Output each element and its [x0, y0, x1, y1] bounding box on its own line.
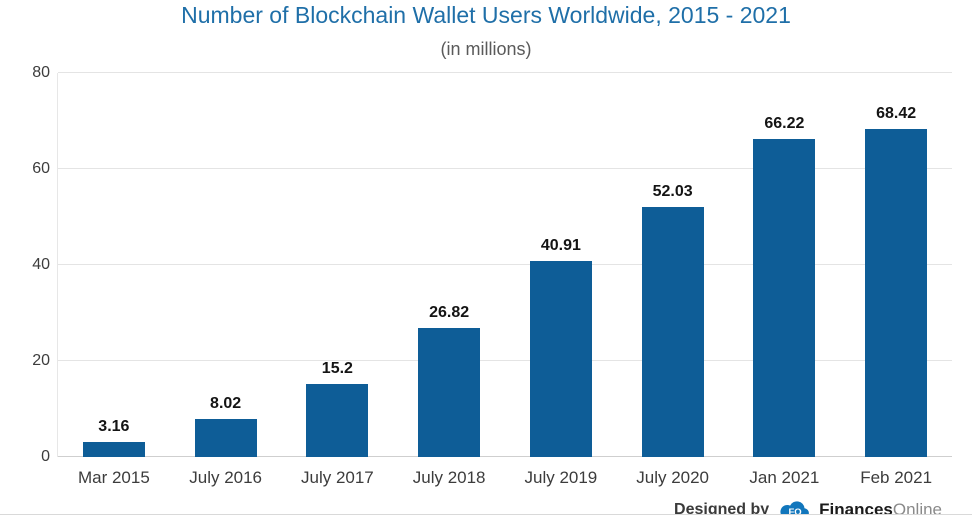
bars-row: 3.16 Mar 2015 8.02 July 2016 15.2 July 2017 26… — [58, 73, 952, 487]
x-axis-label: July 2020 — [636, 468, 710, 487]
brand-finances: Finances — [819, 500, 893, 515]
chart-title: Number of Blockchain Wallet Users Worldw… — [181, 2, 791, 28]
gridline-0 — [58, 456, 952, 457]
bar-value-label: 15.2 — [321, 360, 353, 378]
x-axis-label: July 2016 — [189, 468, 263, 487]
bar — [306, 384, 369, 457]
x-axis-label: Feb 2021 — [860, 468, 933, 487]
brand-wordmark: FinancesOnline — [819, 500, 942, 515]
y-axis-tick-0: 0 — [41, 448, 50, 465]
bar-group: 15.2 July 2017 — [282, 73, 394, 487]
bar — [865, 128, 928, 457]
svg-text:FO: FO — [789, 507, 802, 515]
gridline-40 — [58, 264, 952, 265]
chart-subtitle: (in millions) — [440, 39, 532, 59]
financesonline-cloud-icon: FO — [776, 497, 812, 515]
bar-value-label: 26.82 — [429, 304, 470, 322]
bar-group: 26.82 July 2018 — [393, 73, 505, 487]
x-axis-label: July 2019 — [524, 468, 598, 487]
bar-value-label: 40.91 — [540, 236, 581, 254]
bar — [418, 328, 481, 457]
bar — [753, 139, 816, 457]
bar-value-label: 3.16 — [98, 417, 130, 435]
bar-value-label: 8.02 — [210, 394, 242, 412]
x-axis-label: Jan 2021 — [749, 468, 820, 487]
y-axis-tick-20: 20 — [32, 352, 50, 369]
bar-group: 40.91 July 2019 — [505, 73, 617, 487]
bar-group: 52.03 July 2020 — [617, 73, 729, 487]
footer: Designed by FO FinancesOnline — [674, 497, 942, 515]
plot-area: 3.16 Mar 2015 8.02 July 2016 15.2 July 2017 26… — [32, 64, 952, 487]
y-axis-tick-60: 60 — [32, 160, 50, 177]
bar-group: 8.02 July 2016 — [170, 73, 282, 487]
x-axis-label: Mar 2015 — [77, 468, 150, 487]
designed-by-text: Designed by — [674, 501, 770, 515]
bar-group: 66.22 Jan 2021 — [729, 73, 841, 487]
bar-value-label: 52.03 — [652, 183, 693, 201]
bar-value-label: 68.42 — [876, 104, 917, 122]
gridline-80 — [58, 72, 952, 73]
gridline-60 — [58, 168, 952, 169]
bar — [82, 441, 145, 457]
bar-value-label: 66.22 — [764, 115, 805, 133]
bar — [194, 418, 257, 457]
brand-online: Online — [892, 500, 942, 515]
y-axis-tick-40: 40 — [32, 256, 50, 273]
bar-group: 68.42 Feb 2021 — [840, 73, 952, 487]
y-axis-tick-80: 80 — [32, 64, 50, 81]
x-axis-label: July 2018 — [412, 468, 486, 487]
x-axis-label: July 2017 — [300, 468, 374, 487]
bar — [529, 260, 592, 457]
bar — [641, 207, 704, 457]
gridline-20 — [58, 360, 952, 361]
bar-group: 3.16 Mar 2015 — [58, 73, 170, 487]
